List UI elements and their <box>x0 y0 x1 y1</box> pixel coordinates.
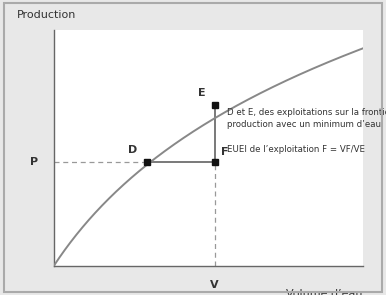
Text: Production: Production <box>17 10 76 20</box>
Text: E: E <box>198 88 205 98</box>
Text: Volume d’eau: Volume d’eau <box>286 289 363 295</box>
Text: D: D <box>128 145 137 155</box>
Text: V: V <box>210 280 219 290</box>
Text: F: F <box>221 147 228 157</box>
Text: D et E, des exploitations sur la frontière de
production avec un minimum d’eau

: D et E, des exploitations sur la frontiè… <box>227 107 386 154</box>
Text: P: P <box>30 157 39 167</box>
